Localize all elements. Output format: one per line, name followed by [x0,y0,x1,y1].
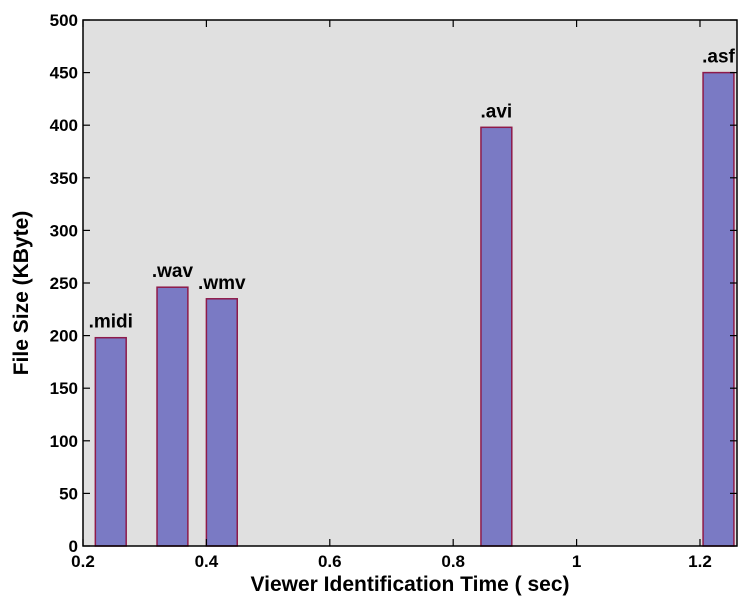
x-axis-ticks: 0.2 0.4 0.6 0.8 1 1.2 [71,20,712,571]
bar-asf [702,71,735,547]
y-tick-label: 500 [50,11,78,30]
data-label-midi: .midi [89,312,133,333]
y-tick-label: 250 [50,274,78,293]
y-tick-label: 300 [50,221,78,240]
data-label-avi: .avi [481,101,513,122]
y-tick-label: 200 [50,327,78,346]
x-axis-label: Viewer Identification Time ( sec) [251,573,570,596]
x-tick-label: 0.2 [71,552,95,571]
y-tick-label: 100 [50,432,78,451]
y-tick-label: 0 [69,537,78,556]
y-axis-label: File Size (KByte) [10,211,33,376]
y-tick-label: 50 [59,484,78,503]
bar-avi [480,126,513,547]
x-tick-label: 0.4 [195,552,219,571]
data-labels-layer: .midi .wav.wmv .avi .asf [89,47,736,333]
plot-area [83,20,737,546]
data-label-wmv: .wmv [198,273,246,294]
y-tick-label: 400 [50,116,78,135]
x-tick-label: 1.2 [688,552,712,571]
x-tick-label: 1 [572,552,581,571]
x-tick-label: 0.6 [318,552,342,571]
y-tick-label: 450 [50,64,78,83]
data-label-wav: .wav [152,261,194,282]
y-axis-ticks: 0 50 100 150 200 250 300 350 400 450 500 [50,11,737,556]
bar-wav [156,286,189,547]
bar-wmv [205,298,238,547]
data-label-asf: .asf [702,47,735,68]
bars-layer [94,71,735,547]
bar-midi [94,336,127,547]
x-tick-label: 0.8 [441,552,465,571]
y-tick-label: 150 [50,379,78,398]
y-tick-label: 350 [50,169,78,188]
